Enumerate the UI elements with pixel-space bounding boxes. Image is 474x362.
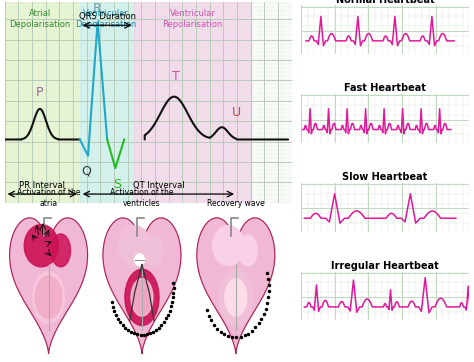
Ellipse shape xyxy=(225,279,247,316)
Ellipse shape xyxy=(131,279,153,316)
Text: U: U xyxy=(232,106,241,119)
Ellipse shape xyxy=(135,254,145,266)
Bar xyxy=(135,2,251,203)
Bar xyxy=(5,2,80,203)
Title: Normal Heartbeat: Normal Heartbeat xyxy=(336,0,435,5)
Ellipse shape xyxy=(24,224,58,267)
Text: Ventricular
Depolarisation: Ventricular Depolarisation xyxy=(75,9,137,29)
Ellipse shape xyxy=(35,276,62,319)
Title: Irregular Heartbeat: Irregular Heartbeat xyxy=(331,261,439,271)
Title: Activation of the
atria: Activation of the atria xyxy=(17,188,80,208)
Text: Ventricular
Repolarisation: Ventricular Repolarisation xyxy=(163,9,223,29)
Text: PR Interval: PR Interval xyxy=(19,181,65,190)
Title: Activation of the
ventricles: Activation of the ventricles xyxy=(110,188,173,208)
Ellipse shape xyxy=(239,235,257,266)
Ellipse shape xyxy=(119,226,150,266)
Title: Fast Heartbeat: Fast Heartbeat xyxy=(344,83,426,93)
Text: R: R xyxy=(93,2,102,15)
Polygon shape xyxy=(103,218,181,354)
Polygon shape xyxy=(9,218,88,354)
Title: Recovery wave: Recovery wave xyxy=(207,199,264,208)
Text: QRS Duration: QRS Duration xyxy=(79,12,136,21)
Bar xyxy=(80,2,135,203)
Text: P: P xyxy=(36,86,44,99)
Text: S: S xyxy=(113,178,121,191)
Text: T: T xyxy=(172,70,179,83)
Ellipse shape xyxy=(51,234,71,267)
Text: Q: Q xyxy=(81,165,91,178)
Ellipse shape xyxy=(33,272,64,323)
Ellipse shape xyxy=(213,226,244,266)
Text: QT Intverval: QT Intverval xyxy=(133,181,184,190)
Ellipse shape xyxy=(125,269,159,325)
Text: Atrial
Depolarisation: Atrial Depolarisation xyxy=(9,9,71,29)
Ellipse shape xyxy=(145,235,163,266)
Polygon shape xyxy=(197,218,275,354)
Title: Slow Heartbeat: Slow Heartbeat xyxy=(343,172,428,182)
Ellipse shape xyxy=(219,269,253,325)
